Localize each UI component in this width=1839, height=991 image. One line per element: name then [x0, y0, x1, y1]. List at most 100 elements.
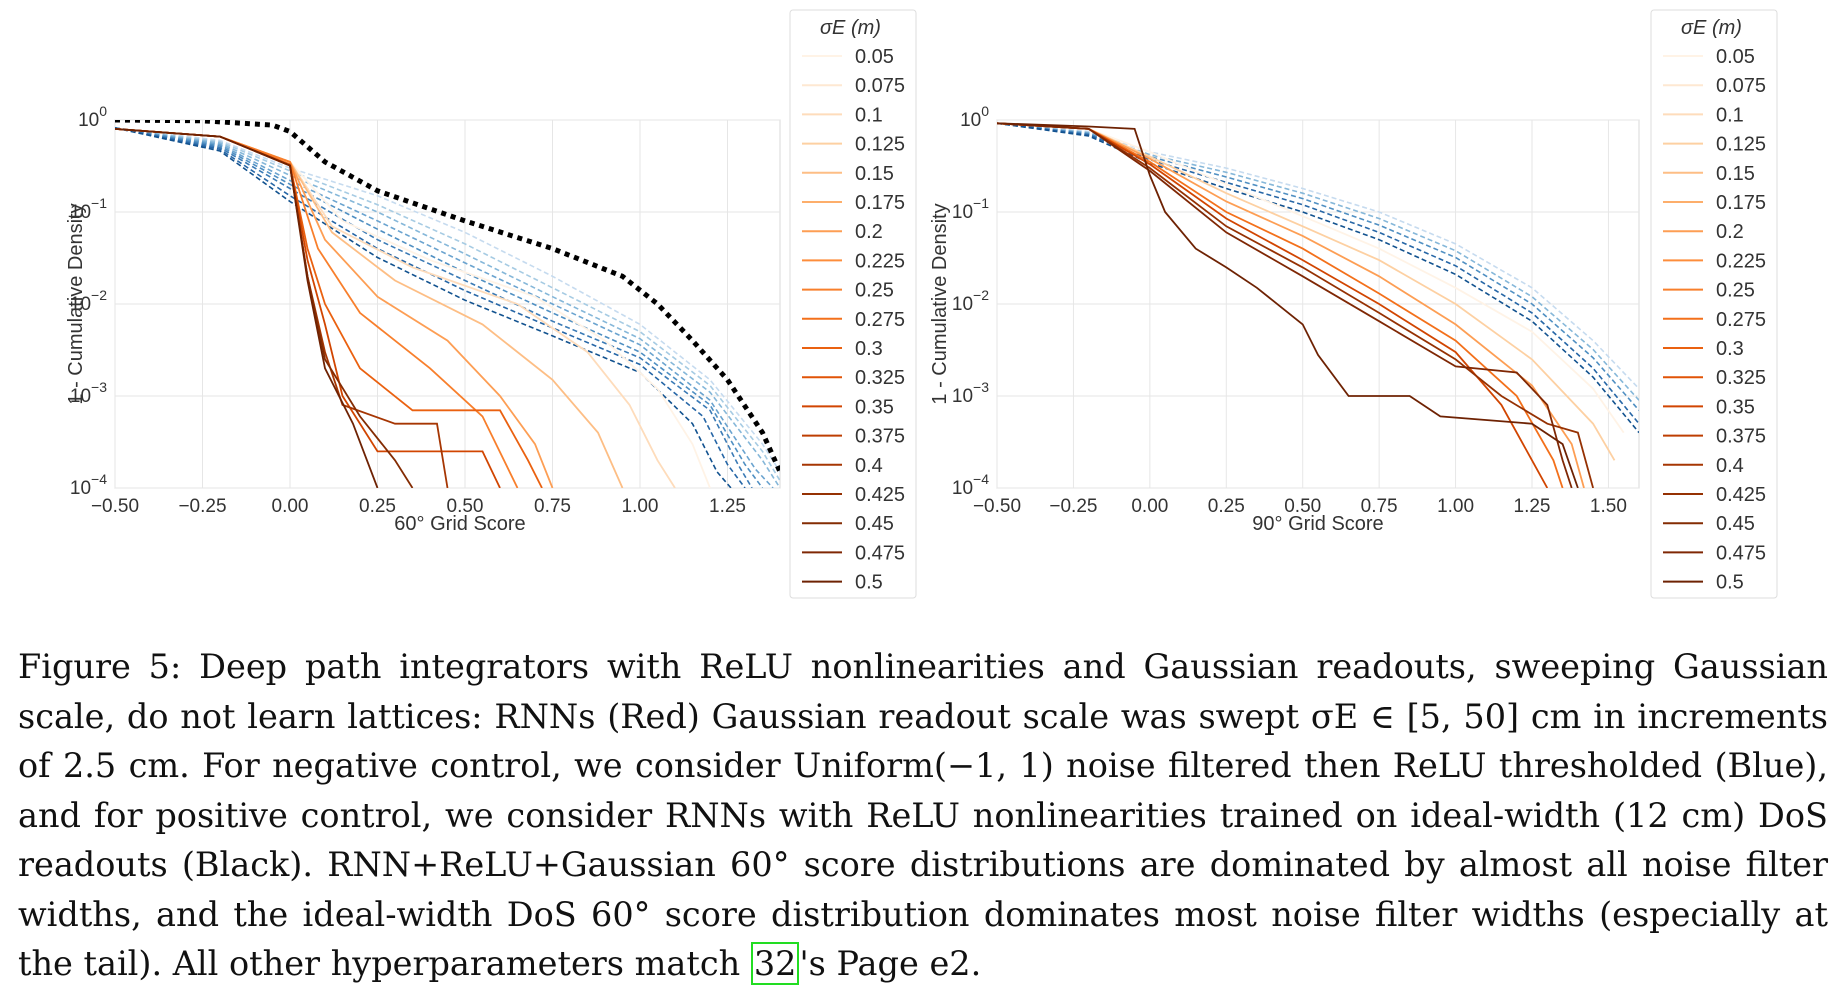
x-tick-label: 1.50: [1590, 496, 1627, 517]
x-tick-label: 0.75: [534, 496, 571, 517]
rnn-gaussian-line: [997, 122, 1616, 461]
legend-label: 0.425: [855, 484, 905, 506]
x-tick-label: 1.25: [709, 496, 746, 517]
rnn-gaussian-line: [997, 122, 1564, 488]
noise-control-line: [115, 127, 746, 488]
x-tick-label: 1.00: [622, 496, 659, 517]
legend-label: 0.375: [1716, 426, 1766, 448]
legend-label: 0.175: [855, 192, 905, 214]
legend-label: 0.125: [1716, 134, 1766, 156]
right-plot: 100 10−1 10−2 10−3 10−4 −0.50 −0.25 0.00 0.25 0.…: [929, 103, 1640, 535]
legend-label: 0.175: [1716, 192, 1766, 214]
noise-control-line: [997, 122, 1639, 390]
legend-label: 0.5: [855, 572, 883, 594]
legend-label: 0.25: [1716, 280, 1755, 302]
rnn-gaussian-line: [997, 122, 1549, 488]
x-tick-label: −0.50: [91, 496, 139, 517]
legend-label: 0.2: [1716, 221, 1744, 243]
noise-control-line: [115, 127, 732, 488]
legend-label: 0.1: [1716, 104, 1744, 126]
right-x-axis-label: 90° Grid Score: [1252, 513, 1383, 535]
legend-label: 0.3: [1716, 338, 1744, 360]
caption-label: Figure 5:: [18, 647, 182, 686]
left-x-ticks: −0.50 −0.25 0.00 0.25 0.50 0.75 1.00 1.25: [91, 496, 746, 517]
legend-label: 0.1: [855, 104, 883, 126]
legend-label: 0.4: [855, 455, 883, 477]
x-tick-label: −0.50: [973, 496, 1021, 517]
y-tick-label: 10−3: [952, 379, 989, 407]
x-tick-label: 1.25: [1514, 496, 1551, 517]
legend-label: 0.35: [1716, 396, 1755, 418]
caption-tail: 's Page e2.: [799, 944, 982, 983]
legend-title: σE (m): [820, 17, 881, 39]
left-legend: σE (m) 0.05 0.075 0.1 0.125 0.15 0.175 0.2 0.225…: [789, 9, 917, 599]
y-tick-label: 10−4: [70, 471, 107, 499]
x-tick-label: −0.25: [1049, 496, 1097, 517]
rnn-gaussian-line: [997, 122, 1625, 434]
noise-control-line: [115, 127, 764, 488]
legend-label: 0.075: [1716, 75, 1766, 97]
right-legend: σE (m) 0.05 0.075 0.1 0.125 0.15 0.175 0.2 0.225…: [1650, 9, 1778, 599]
x-tick-label: 0.25: [1208, 496, 1245, 517]
figure-caption: Figure 5: Deep path integrators with ReL…: [18, 642, 1828, 989]
right-lines: [997, 122, 1639, 488]
legend-label: 0.325: [855, 367, 905, 389]
legend-label: 0.325: [1716, 367, 1766, 389]
legend-label: 0.075: [855, 75, 905, 97]
legend-label: 0.375: [855, 426, 905, 448]
noise-control-line: [115, 127, 780, 482]
legend-label: 0.475: [1716, 542, 1766, 564]
rnn-gaussian-line: [997, 122, 1594, 488]
x-tick-label: 1.00: [1437, 496, 1474, 517]
x-tick-label: −0.25: [178, 496, 226, 517]
noise-control-line: [115, 127, 774, 488]
x-tick-label: 0.00: [272, 496, 309, 517]
legend-label: 0.15: [1716, 163, 1755, 185]
legend-label: 0.3: [855, 338, 883, 360]
rnn-gaussian-line: [997, 122, 1579, 488]
left-legend-frame: [789, 9, 917, 599]
y-tick-label: 10−4: [952, 471, 989, 499]
caption-text: Deep path integrators with ReLU nonlinea…: [18, 647, 1828, 983]
x-tick-label: 0.00: [1131, 496, 1168, 517]
legend-label: 0.15: [855, 163, 894, 185]
figure: 100 10−1 10−2 10−3 10−4 −0.50 −0.25 0.00 0.25 0.…: [65, 9, 1778, 599]
left-x-axis-label: 60° Grid Score: [394, 513, 525, 535]
legend-label: 0.225: [855, 250, 905, 272]
rnn-gaussian-line: [997, 122, 1585, 488]
x-tick-label: 0.75: [1361, 496, 1398, 517]
y-tick-label: 100: [78, 103, 107, 131]
x-tick-label: 0.50: [447, 496, 484, 517]
left-lines: [115, 120, 780, 488]
legend-title: σE (m): [1681, 17, 1742, 39]
legend-label: 0.05: [855, 46, 894, 68]
right-y-ticks: 100 10−1 10−2 10−3 10−4: [952, 103, 989, 499]
y-tick-label: 100: [960, 103, 989, 131]
legend-label: 0.05: [1716, 46, 1755, 68]
legend-label: 0.425: [1716, 484, 1766, 506]
y-tick-label: 10−1: [952, 195, 989, 223]
legend-label: 0.4: [1716, 455, 1744, 477]
x-tick-label: 0.50: [1284, 496, 1321, 517]
x-tick-label: 0.25: [359, 496, 396, 517]
legend-label: 0.275: [855, 309, 905, 331]
legend-label: 0.225: [1716, 250, 1766, 272]
noise-control-line: [115, 127, 780, 473]
legend-label: 0.5: [1716, 572, 1744, 594]
legend-label: 0.475: [855, 542, 905, 564]
legend-label: 0.35: [855, 396, 894, 418]
right-legend-frame: [1650, 9, 1778, 599]
citation-link[interactable]: 32: [750, 942, 800, 985]
legend-label: 0.45: [1716, 513, 1755, 535]
noise-control-line: [997, 122, 1639, 434]
legend-label: 0.2: [855, 221, 883, 243]
right-x-ticks: −0.50 −0.25 0.00 0.25 0.50 0.75 1.00 1.25 1.50: [973, 496, 1627, 517]
dos-ideal-line: [115, 120, 780, 473]
noise-control-line: [115, 127, 780, 488]
left-y-axis-label: 1 - Cumulative Density: [65, 203, 87, 404]
legend-label: 0.45: [855, 513, 894, 535]
legend-label: 0.125: [855, 134, 905, 156]
y-tick-label: 10−2: [952, 287, 989, 315]
legend-label: 0.275: [1716, 309, 1766, 331]
